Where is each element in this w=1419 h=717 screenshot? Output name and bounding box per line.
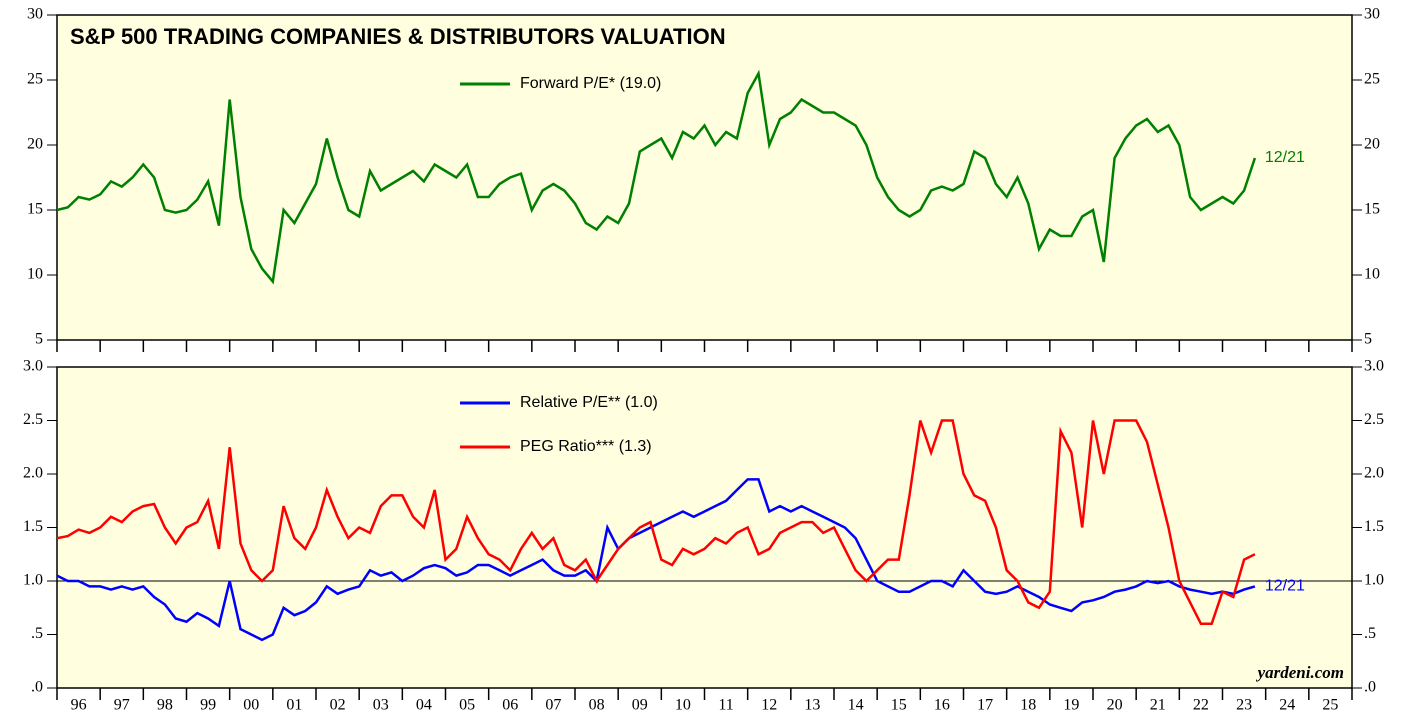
chart-title: S&P 500 TRADING COMPANIES & DISTRIBUTORS… xyxy=(70,24,726,49)
x-tick-label: 02 xyxy=(330,697,346,714)
x-tick-label: 24 xyxy=(1279,697,1295,714)
x-tick-label: 09 xyxy=(632,697,648,714)
x-tick-label: 98 xyxy=(157,697,173,714)
x-tick-label: 20 xyxy=(1107,697,1123,714)
x-tick-label: 17 xyxy=(977,697,993,714)
plot-area xyxy=(56,366,1353,689)
y-tick-label: 25 xyxy=(27,71,43,88)
y-tick-label-right: 10 xyxy=(1364,266,1380,283)
x-tick-label: 25 xyxy=(1322,697,1338,714)
x-tick-label: 06 xyxy=(502,697,518,714)
series-line xyxy=(56,478,1256,642)
y-tick-label: 15 xyxy=(27,201,43,218)
source-label: yardeni.com xyxy=(1256,663,1344,682)
x-tick-label: 15 xyxy=(891,697,907,714)
x-tick-label: 22 xyxy=(1193,697,1209,714)
x-tick-label: 01 xyxy=(286,697,302,714)
series-line xyxy=(56,419,1256,626)
x-tick-label: 16 xyxy=(934,697,950,714)
series-line xyxy=(56,69,1257,285)
y-tick-label: 5 xyxy=(35,331,43,348)
y-tick-label-right: 30 xyxy=(1364,6,1380,23)
x-tick-label: 05 xyxy=(459,697,475,714)
y-tick-label-right: 1.0 xyxy=(1364,572,1384,589)
x-tick-label: 07 xyxy=(545,697,561,714)
y-tick-label-right: .5 xyxy=(1364,625,1376,642)
y-tick-label-right: .0 xyxy=(1364,679,1376,696)
y-tick-label-right: 2.5 xyxy=(1364,411,1384,428)
legend-label: Forward P/E* (19.0) xyxy=(520,75,661,92)
end-label: 12/21 xyxy=(1265,578,1305,595)
y-tick-label: 1.0 xyxy=(23,572,43,589)
x-tick-label: 03 xyxy=(373,697,389,714)
x-tick-label: 11 xyxy=(718,697,733,714)
x-tick-label: 00 xyxy=(243,697,259,714)
y-tick-label: .5 xyxy=(31,625,43,642)
x-tick-label: 12 xyxy=(761,697,777,714)
end-label: 12/21 xyxy=(1265,149,1305,166)
x-tick-label: 23 xyxy=(1236,697,1252,714)
y-tick-label: 20 xyxy=(27,136,43,153)
y-tick-label: 3.0 xyxy=(23,358,43,375)
x-tick-label: 13 xyxy=(804,697,820,714)
legend-label: PEG Ratio*** (1.3) xyxy=(520,438,652,455)
y-tick-label: 10 xyxy=(27,266,43,283)
legend-label: Relative P/E** (1.0) xyxy=(520,394,658,411)
x-tick-label: 96 xyxy=(71,697,87,714)
y-tick-label-right: 3.0 xyxy=(1364,358,1384,375)
x-tick-label: 19 xyxy=(1063,697,1079,714)
y-tick-label-right: 15 xyxy=(1364,201,1380,218)
x-tick-label: 10 xyxy=(675,697,691,714)
y-tick-label-right: 2.0 xyxy=(1364,465,1384,482)
x-tick-label: 99 xyxy=(200,697,216,714)
y-tick-label: .0 xyxy=(31,679,43,696)
y-tick-label-right: 25 xyxy=(1364,71,1380,88)
plot-area xyxy=(56,14,1353,341)
x-tick-label: 14 xyxy=(848,697,864,714)
x-tick-label: 08 xyxy=(589,697,605,714)
y-tick-label: 30 xyxy=(27,6,43,23)
x-tick-label: 18 xyxy=(1020,697,1036,714)
y-tick-label-right: 5 xyxy=(1364,331,1372,348)
y-tick-label: 2.0 xyxy=(23,465,43,482)
y-tick-label-right: 20 xyxy=(1364,136,1380,153)
y-tick-label: 1.5 xyxy=(23,518,43,535)
x-tick-label: 97 xyxy=(114,697,130,714)
x-tick-label: 04 xyxy=(416,697,432,714)
y-tick-label: 2.5 xyxy=(23,411,43,428)
y-tick-label-right: 1.5 xyxy=(1364,518,1384,535)
x-tick-label: 21 xyxy=(1150,697,1166,714)
